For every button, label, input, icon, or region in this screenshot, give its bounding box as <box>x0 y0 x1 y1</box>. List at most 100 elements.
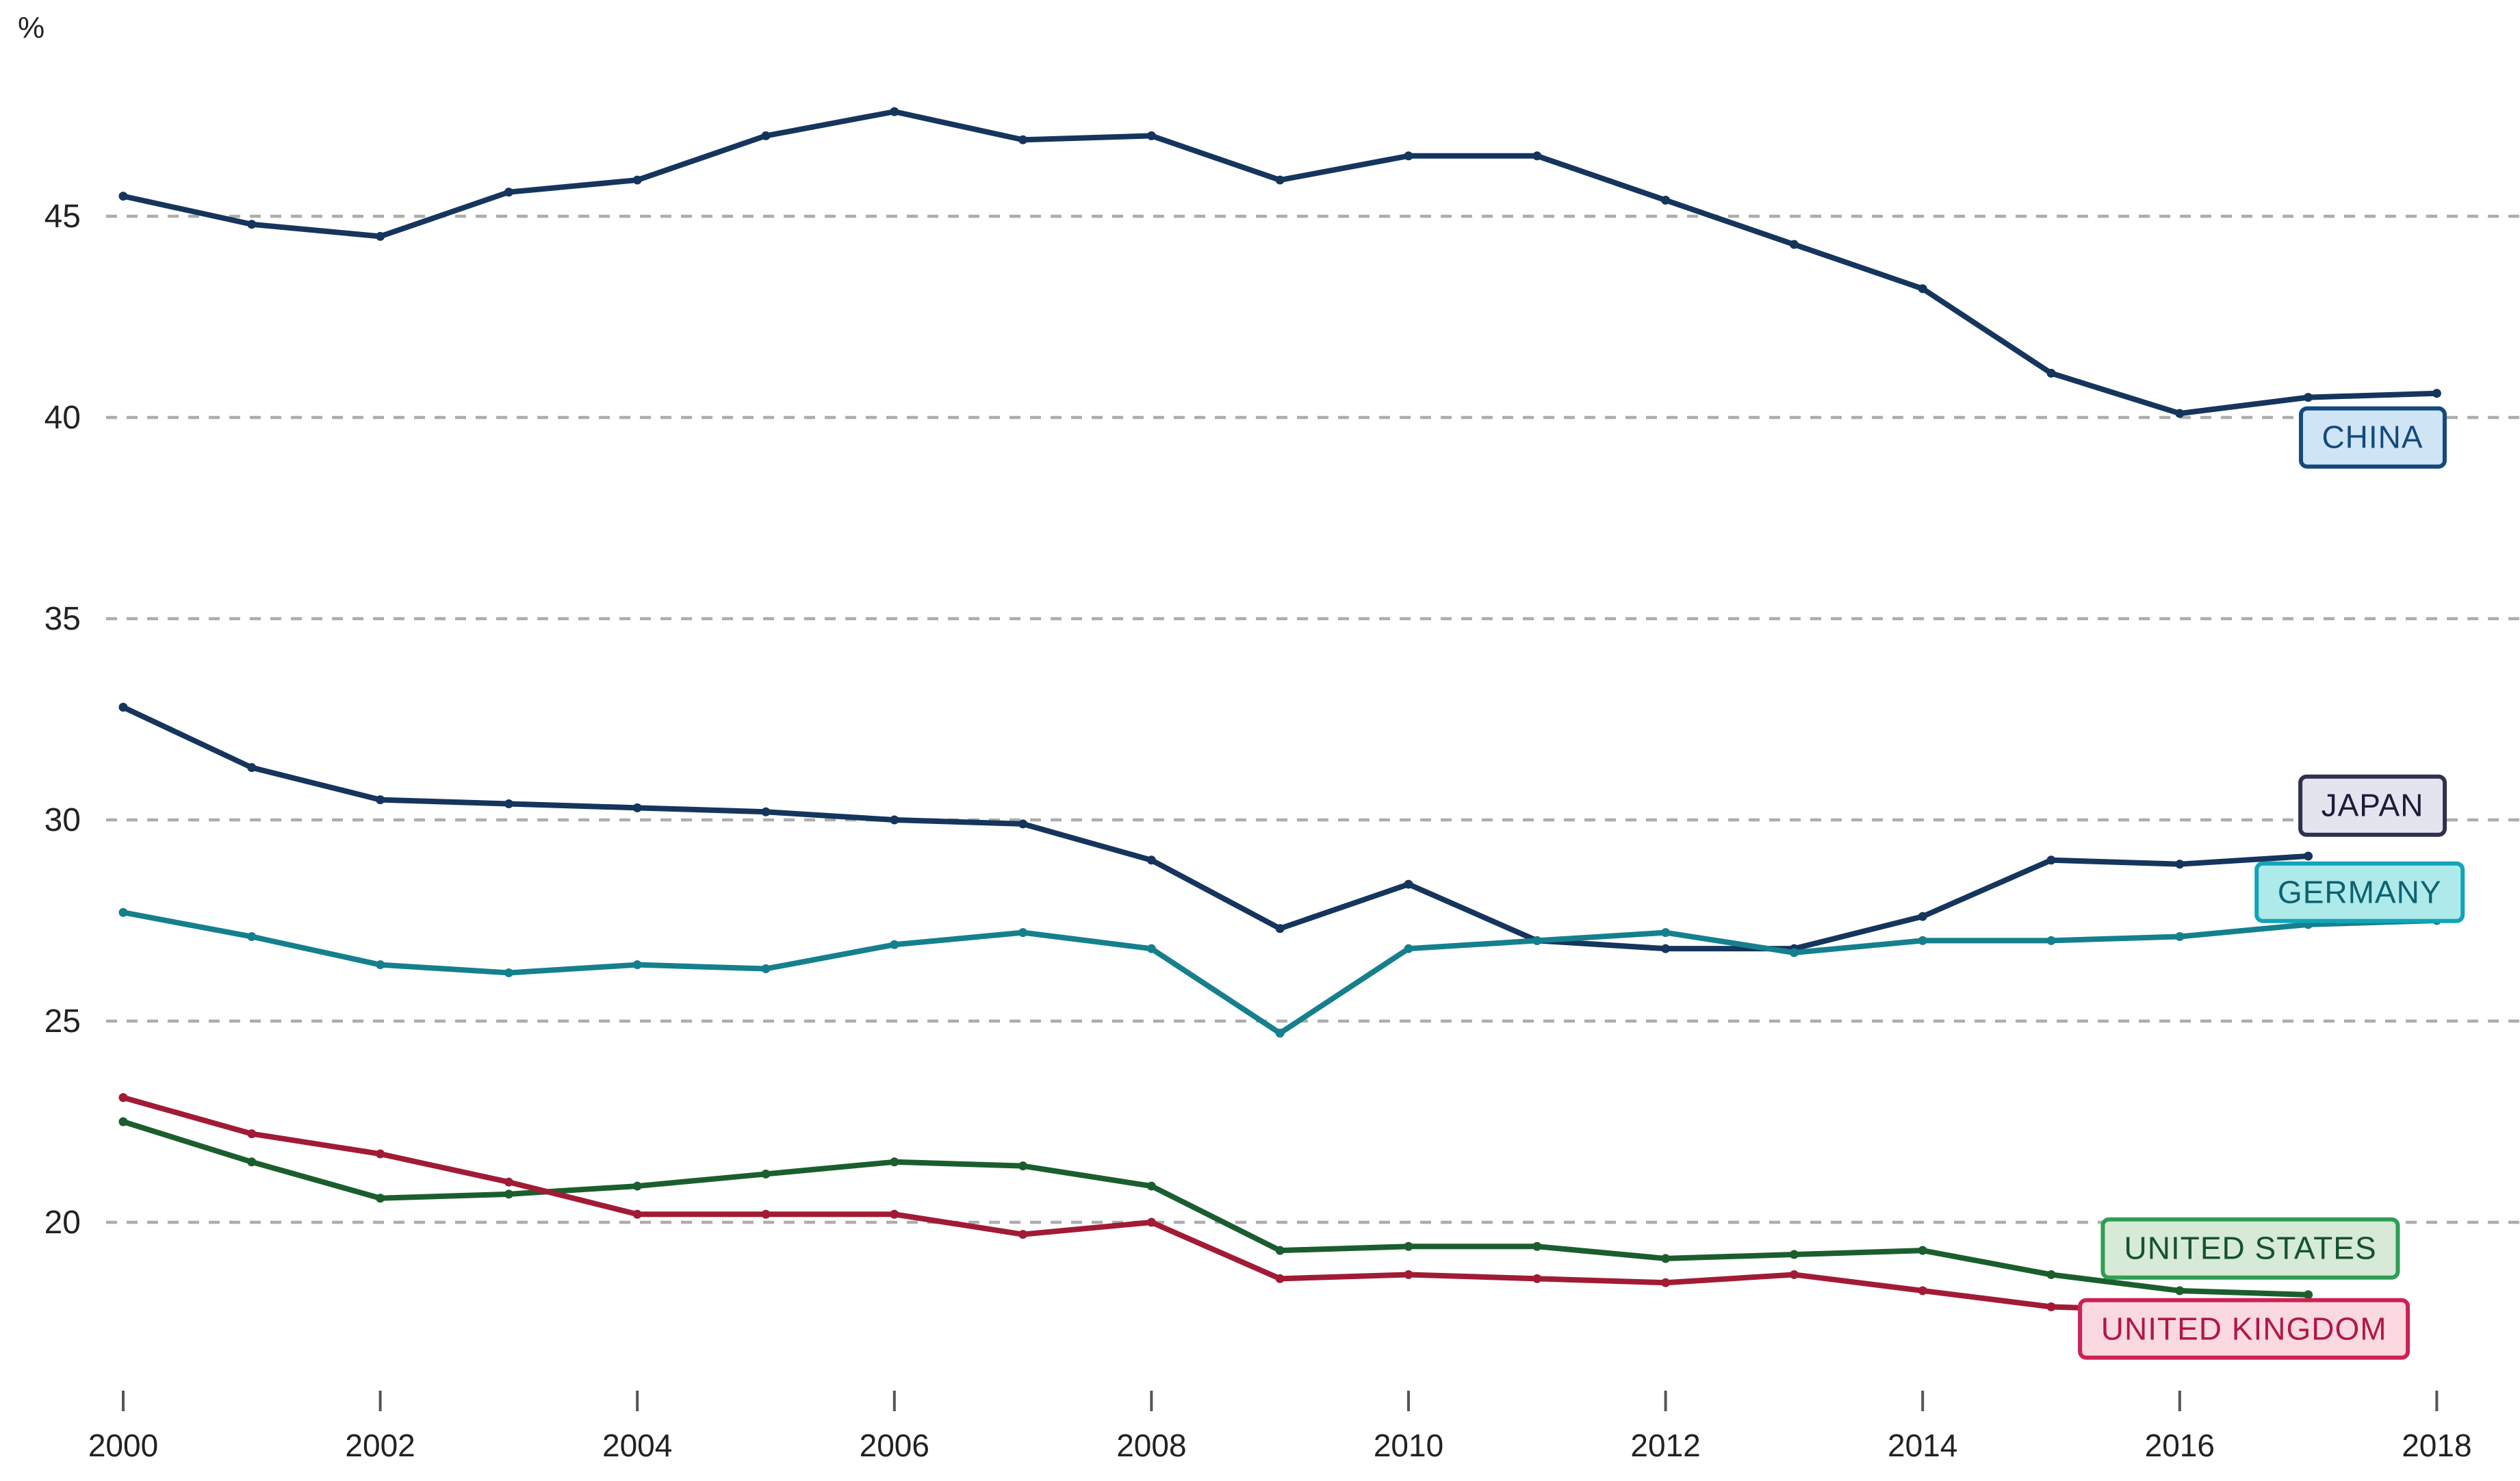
data-point <box>890 1157 899 1167</box>
data-point <box>1146 131 1156 140</box>
data-point <box>1018 819 1028 829</box>
data-point <box>376 795 385 805</box>
data-point <box>118 702 128 712</box>
data-point <box>1404 151 1413 161</box>
series-label-united-states: UNITED STATES <box>2100 1217 2400 1280</box>
series-label-united-kingdom: UNITED KINGDOM <box>2077 1298 2410 1361</box>
data-point <box>761 1169 771 1179</box>
data-point <box>1661 1278 1671 1287</box>
data-point <box>247 1129 257 1139</box>
data-point <box>2046 368 2056 378</box>
x-tick-label-2010: 2010 <box>1374 1428 1443 1463</box>
y-tick-label-25: 25 <box>44 1003 81 1040</box>
series-label-germany: GERMANY <box>2254 861 2465 924</box>
data-point <box>1532 1274 1542 1283</box>
data-point <box>1661 1254 1671 1263</box>
y-tick-label-35: 35 <box>44 601 81 637</box>
data-point <box>2304 851 2313 861</box>
x-tick-label-2000: 2000 <box>88 1428 158 1463</box>
data-point <box>2175 409 2185 418</box>
data-point <box>504 188 513 197</box>
data-point <box>2046 936 2056 945</box>
data-point <box>247 932 257 942</box>
data-point <box>1532 151 1542 161</box>
data-point <box>1018 1230 1028 1239</box>
data-point <box>2046 1270 2056 1279</box>
data-point <box>890 940 899 949</box>
y-axis-unit-label: % <box>18 11 45 44</box>
data-point <box>247 220 257 229</box>
x-tick-label-2016: 2016 <box>2145 1428 2215 1463</box>
data-point <box>632 803 642 812</box>
data-point <box>1918 936 1927 945</box>
data-point <box>247 763 257 773</box>
data-point <box>1918 284 1927 294</box>
data-point <box>890 1209 899 1219</box>
data-point <box>2175 860 2185 869</box>
data-point <box>1918 912 1927 921</box>
x-tick-label-2004: 2004 <box>602 1428 672 1463</box>
data-point <box>1275 1029 1285 1038</box>
series-line-united-states <box>120 1119 2311 1298</box>
data-point <box>632 1181 642 1191</box>
x-tick-label-2012: 2012 <box>1630 1428 1700 1463</box>
data-point <box>1661 944 1671 953</box>
y-tick-label-30: 30 <box>44 802 81 838</box>
data-point <box>1275 1246 1285 1255</box>
data-point <box>2432 389 2441 398</box>
series-label-china: CHINA <box>2298 407 2447 469</box>
data-point <box>1146 944 1156 953</box>
data-point <box>2175 1286 2185 1296</box>
data-point <box>1404 1270 1413 1279</box>
data-point <box>247 1157 257 1167</box>
data-point <box>2304 393 2313 402</box>
x-tick-label-2008: 2008 <box>1116 1428 1186 1463</box>
y-tick-label-40: 40 <box>44 400 81 436</box>
data-point <box>1146 1218 1156 1227</box>
data-point <box>1661 195 1671 205</box>
data-point <box>761 131 771 140</box>
series-label-japan: JAPAN <box>2298 775 2447 837</box>
data-point <box>632 175 642 185</box>
data-point <box>118 192 128 201</box>
y-tick-label-45: 45 <box>44 198 81 235</box>
data-point <box>890 815 899 825</box>
data-point <box>1789 240 1799 249</box>
data-point <box>376 231 385 241</box>
data-point <box>1918 1286 1927 1296</box>
data-point <box>1018 135 1028 144</box>
data-point <box>1018 928 1028 938</box>
series-line-japan <box>120 704 2311 952</box>
data-point <box>1146 855 1156 865</box>
data-point <box>1789 1250 1799 1259</box>
data-point <box>761 807 771 816</box>
data-point <box>504 799 513 808</box>
data-point <box>632 1209 642 1219</box>
x-tick-label-2018: 2018 <box>2402 1428 2471 1463</box>
data-point <box>1404 944 1413 953</box>
data-point <box>118 907 128 917</box>
data-point <box>118 1093 128 1103</box>
data-point <box>1146 1181 1156 1191</box>
data-point <box>1532 936 1542 945</box>
data-point <box>376 1149 385 1159</box>
data-point <box>504 1189 513 1199</box>
data-point <box>2304 1290 2313 1300</box>
x-tick-label-2002: 2002 <box>345 1428 415 1463</box>
data-point <box>1661 928 1671 938</box>
x-tick-label-2006: 2006 <box>860 1428 929 1463</box>
data-point <box>376 960 385 970</box>
data-point <box>1789 948 1799 957</box>
data-point <box>504 968 513 977</box>
data-point <box>761 964 771 974</box>
data-point <box>890 107 899 116</box>
series-line-china <box>120 109 2440 417</box>
data-point <box>2175 932 2185 942</box>
data-point <box>2046 855 2056 865</box>
data-point <box>504 1177 513 1187</box>
series-line-united-kingdom <box>120 1094 2311 1314</box>
data-point <box>118 1117 128 1126</box>
data-point <box>1275 175 1285 185</box>
data-point <box>1404 1241 1413 1251</box>
